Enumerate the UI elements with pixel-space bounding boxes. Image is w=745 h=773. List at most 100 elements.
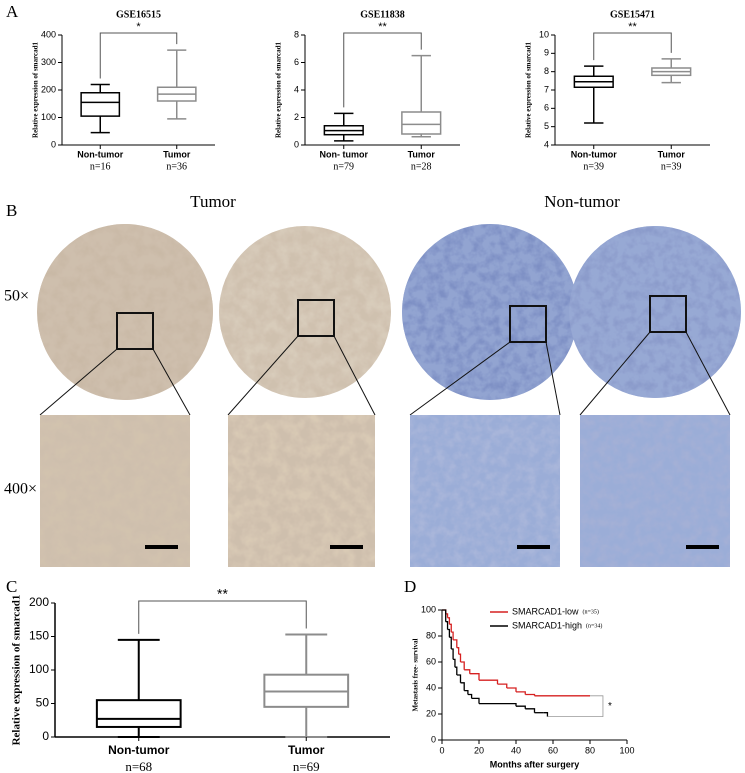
box-chart: GSE15471 4 5 6 7 8 9 10 Relative expression of s… <box>525 9 710 172</box>
x-tick-label: Non-tumor <box>108 743 170 757</box>
legend-n: (n=34) <box>586 622 602 629</box>
x-tick-label: Non-tumor <box>77 149 123 159</box>
micrograph-texture <box>40 415 190 567</box>
x-tick-label: 100 <box>619 745 634 755</box>
survival-step <box>453 639 458 648</box>
n-label: n=69 <box>293 759 320 773</box>
survival-step <box>464 669 471 674</box>
survival-step <box>467 693 473 699</box>
survival-step <box>442 609 447 622</box>
x-tick-label: 20 <box>474 745 484 755</box>
n-label: n=39 <box>661 161 682 172</box>
magnification-label: 400× <box>4 481 37 498</box>
box <box>80 92 121 117</box>
x-tick-label: 80 <box>585 745 595 755</box>
zoom-line <box>333 335 376 416</box>
n-label: n=16 <box>90 161 111 172</box>
y-axis-label: Relative expression of smarcad1 <box>525 42 533 138</box>
ihc-panel: Tumor Non-tumor 50× 400× <box>4 192 741 567</box>
survival-step <box>506 687 517 692</box>
survival-step <box>479 702 517 707</box>
zoom-line <box>545 341 561 416</box>
y-tick-label: 400 <box>41 29 56 39</box>
x-tick-label: Non- tumor <box>320 149 369 159</box>
km-chart: 0 20 40 60 80 100 Metastasis free- survival 0 20… <box>412 604 635 769</box>
significance-bracket <box>343 32 422 108</box>
survival-step <box>447 628 451 638</box>
significance: * <box>608 701 612 712</box>
y-tick-label: 40 <box>426 682 436 692</box>
zoom-line <box>409 341 511 416</box>
micrograph-texture <box>410 415 560 567</box>
zoom-line <box>152 348 191 416</box>
survival-step <box>445 621 449 630</box>
y-tick-label: 300 <box>41 57 56 67</box>
magnification-label: 50× <box>4 288 29 305</box>
n-label: n=79 <box>333 161 354 172</box>
x-tick-label: Tumor <box>288 743 325 757</box>
legend-label: SMARCAD1-low <box>512 606 579 616</box>
y-tick-label: 20 <box>426 708 436 718</box>
y-tick-label: 150 <box>29 629 49 643</box>
y-axis-label: Relative expression of smarcad1 <box>32 42 40 138</box>
significance: * <box>136 21 141 33</box>
y-tick-label: 100 <box>41 112 56 122</box>
significance: ** <box>378 21 387 33</box>
box <box>401 111 442 135</box>
y-tick-label: 6 <box>294 57 299 67</box>
n-label: n=28 <box>411 161 432 172</box>
y-tick-label: 0 <box>51 139 56 149</box>
survival-step <box>449 623 452 633</box>
y-tick-label: 4 <box>294 84 299 94</box>
y-tick-label: 200 <box>29 595 49 609</box>
significance-bracket <box>593 32 672 61</box>
zoom-line <box>579 331 651 416</box>
panel-label: A <box>6 2 19 21</box>
zoom-box <box>116 312 154 350</box>
x-tick-label: Tumor <box>658 149 686 159</box>
survival-step <box>449 636 452 649</box>
y-tick-label: 50 <box>36 696 50 710</box>
tissue-texture <box>569 226 741 398</box>
panel-label: D <box>404 577 416 596</box>
chart-title: GSE15471 <box>610 9 655 20</box>
survival-step <box>471 697 480 704</box>
x-tick-label: Non-tumor <box>571 149 617 159</box>
survival-step <box>447 617 451 625</box>
micrograph-texture <box>228 415 375 567</box>
y-tick-label: 100 <box>29 662 49 676</box>
tissue-texture <box>402 224 578 400</box>
y-tick-label: 200 <box>41 84 56 94</box>
survival-step <box>543 712 549 717</box>
survival-step <box>464 689 469 695</box>
survival-step <box>460 661 465 670</box>
survival-step <box>458 653 462 662</box>
micrograph-texture <box>580 415 730 567</box>
box <box>95 699 182 728</box>
chart-title: GSE16515 <box>116 9 161 20</box>
n-label: n=39 <box>583 161 604 172</box>
y-tick-label: 100 <box>421 604 436 614</box>
y-tick-label: 8 <box>294 29 299 39</box>
y-axis-label: Relative expression of smarcad1 <box>11 595 23 746</box>
y-tick-label: 80 <box>426 630 436 640</box>
significance-bracket <box>99 32 178 79</box>
zoom-line <box>39 348 118 416</box>
x-tick-label: 40 <box>511 745 521 755</box>
y-tick-label: 0 <box>42 729 49 743</box>
n-label: n=36 <box>166 161 187 172</box>
zoom-box <box>649 295 687 333</box>
significance-bracket <box>547 695 604 717</box>
legend-n: (n=35) <box>583 608 599 615</box>
panel-label: B <box>6 201 17 220</box>
y-tick-label: 10 <box>539 29 549 39</box>
survival-step <box>460 682 465 691</box>
survival-step <box>525 708 536 713</box>
survival-step <box>456 647 460 655</box>
box-chart: 0 50 100 150 200 Relative expression of smarc… <box>11 586 390 773</box>
survival-step <box>454 666 458 675</box>
y-tick-label: 0 <box>431 734 436 744</box>
survival-step <box>497 683 508 688</box>
panel-label: C <box>6 577 17 596</box>
